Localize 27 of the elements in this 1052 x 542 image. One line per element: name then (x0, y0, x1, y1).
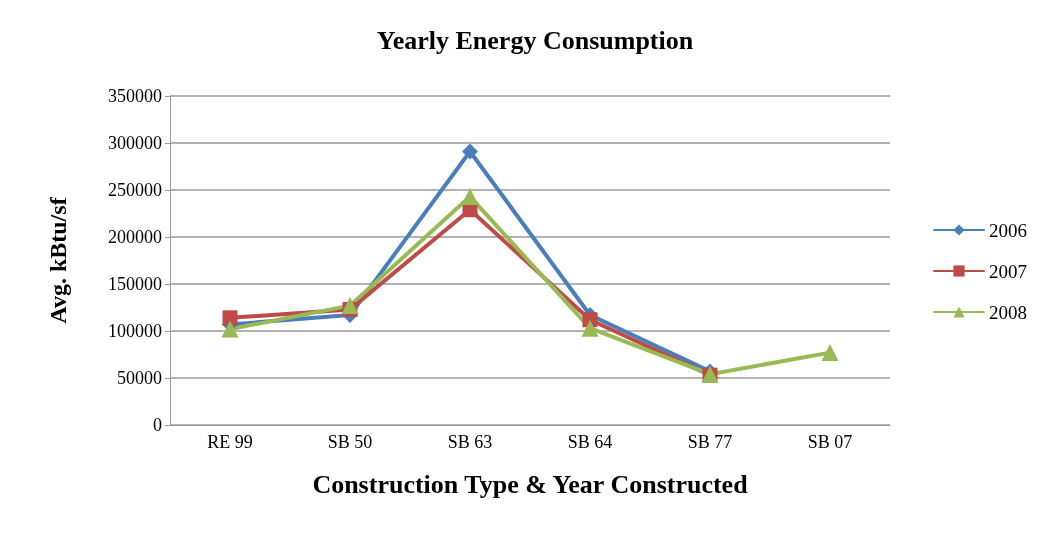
legend-label: 2006 (989, 219, 1027, 241)
y-tick-label: 0 (153, 415, 162, 435)
legend-label: 2008 (989, 301, 1027, 323)
x-tick-label: SB 07 (807, 432, 853, 452)
x-tick-label: SB 63 (447, 432, 493, 452)
point (341, 297, 359, 315)
y-tick-label: 300000 (108, 133, 162, 153)
y-tick-label: 200000 (108, 227, 162, 247)
x-tick-label: SB 64 (567, 432, 613, 452)
x-tick-label: SB 77 (687, 432, 733, 452)
point (222, 310, 238, 326)
y-tick-label: 50000 (117, 368, 162, 388)
legend-label: 2007 (989, 260, 1027, 282)
point (221, 320, 239, 338)
y-tick-label: 150000 (108, 274, 162, 294)
y-tick-label: 250000 (108, 180, 162, 200)
point (462, 143, 478, 160)
point (581, 319, 599, 337)
point (461, 188, 479, 206)
y-axis-title: Avg. kBtu/sf (45, 196, 71, 324)
x-axis-title: Construction Type & Year Constructed (312, 469, 749, 499)
y-tick-label: 350000 (108, 86, 162, 106)
x-tick-label: SB 50 (327, 432, 373, 452)
chart-title: Yearly Energy Consumption (376, 25, 694, 55)
point (821, 344, 839, 362)
y-tick-label: 100000 (108, 321, 162, 341)
x-tick-label: RE 99 (207, 432, 253, 452)
